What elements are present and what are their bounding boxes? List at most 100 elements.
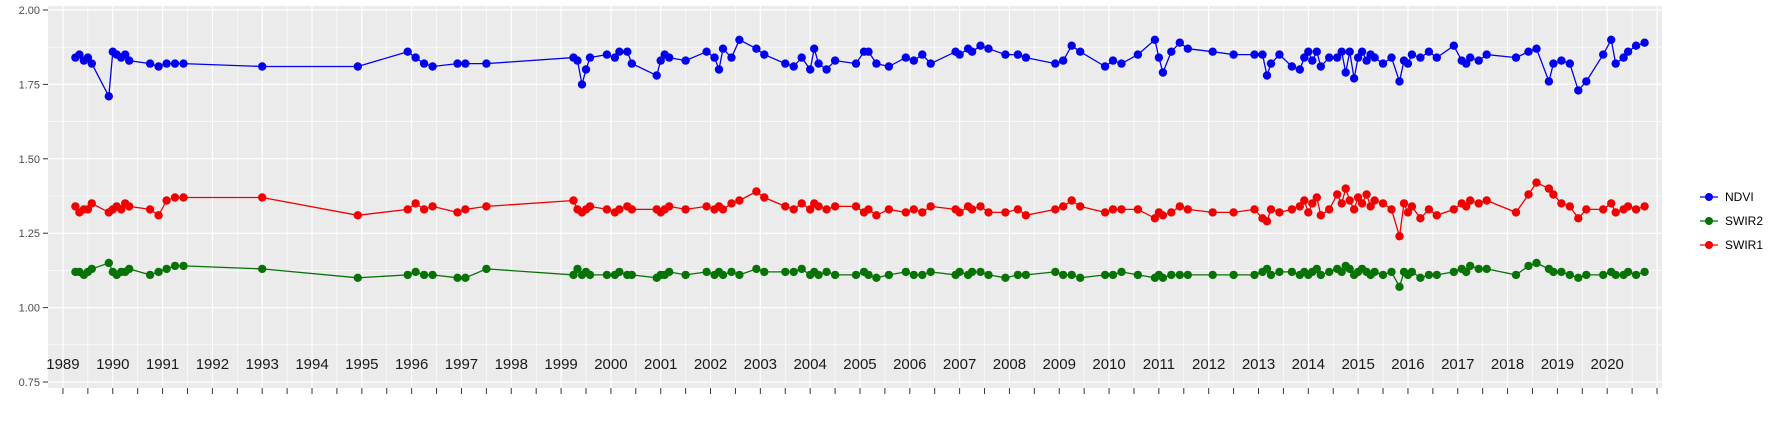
- data-point-swir1: [901, 208, 910, 217]
- data-point-swir2: [976, 267, 985, 277]
- data-point-swir1: [154, 211, 163, 220]
- data-point-ndvi: [1424, 47, 1434, 56]
- data-point-ndvi: [1370, 53, 1379, 62]
- data-point-swir2: [1337, 267, 1346, 277]
- data-point-ndvi: [1395, 77, 1404, 86]
- data-point-swir1: [1183, 205, 1193, 214]
- data-point-ndvi: [1295, 65, 1305, 74]
- data-point-swir1: [1565, 202, 1575, 211]
- data-point-ndvi: [760, 50, 769, 59]
- series-swir2: [71, 258, 1649, 291]
- data-point-swir1: [428, 202, 437, 211]
- data-point-swir2: [872, 273, 881, 282]
- data-point-swir2: [1208, 270, 1217, 280]
- data-point-swir1: [1462, 202, 1471, 211]
- data-point-swir2: [864, 270, 873, 280]
- data-point-swir1: [615, 205, 624, 214]
- data-point-swir1: [727, 199, 736, 208]
- data-point-ndvi: [810, 44, 819, 53]
- data-point-swir2: [1275, 267, 1284, 277]
- data-point-swir1: [702, 202, 711, 211]
- data-point-ndvi: [121, 50, 130, 59]
- data-point-swir1: [1631, 205, 1641, 214]
- data-point-ndvi: [1611, 59, 1620, 68]
- data-point-swir2: [453, 273, 462, 282]
- data-point-swir2: [814, 270, 823, 280]
- data-point-swir2: [1108, 270, 1118, 280]
- data-point-ndvi: [822, 65, 831, 74]
- data-point-ndvi: [1325, 53, 1334, 62]
- data-point-swir2: [461, 273, 470, 282]
- data-point-ndvi: [1549, 59, 1558, 68]
- data-point-swir1: [665, 202, 674, 211]
- data-point-ndvi: [453, 59, 462, 68]
- legend-label-swir1: SWIR1: [1724, 238, 1763, 252]
- data-point-swir1: [1357, 199, 1367, 208]
- data-point-swir2: [145, 270, 155, 280]
- data-point-swir1: [419, 205, 429, 214]
- data-point-swir1: [984, 208, 993, 217]
- data-point-swir1: [1150, 214, 1160, 223]
- data-point-swir2: [1574, 273, 1583, 282]
- data-point-swir2: [1524, 261, 1533, 271]
- data-point-ndvi: [1544, 77, 1554, 86]
- data-point-ndvi: [1229, 50, 1238, 59]
- data-point-swir2: [403, 270, 412, 280]
- data-point-ndvi: [714, 65, 724, 74]
- data-point-swir2: [1076, 273, 1085, 282]
- x-tick-label: 2011: [1143, 356, 1175, 373]
- data-point-swir1: [1524, 190, 1533, 199]
- data-point-swir1: [1208, 208, 1217, 217]
- x-axis-ticks: [62, 388, 1658, 394]
- data-point-ndvi: [1432, 53, 1442, 62]
- x-tick-label: 2020: [1591, 356, 1624, 373]
- data-point-ndvi: [814, 59, 823, 68]
- data-point-swir1: [1424, 205, 1434, 214]
- data-point-swir2: [1449, 267, 1459, 277]
- data-point-ndvi: [1001, 50, 1010, 59]
- data-point-ndvi: [87, 59, 97, 68]
- data-point-ndvi: [1353, 53, 1363, 62]
- data-point-swir2: [179, 261, 188, 271]
- x-tick-label: 1990: [96, 356, 129, 373]
- data-point-ndvi: [1574, 86, 1583, 95]
- data-point-swir1: [681, 205, 690, 214]
- data-point-swir2: [1021, 270, 1031, 280]
- data-point-swir2: [1266, 270, 1276, 280]
- data-point-swir2: [1262, 264, 1272, 274]
- data-point-ndvi: [781, 59, 790, 68]
- data-point-ndvi: [976, 41, 985, 50]
- data-point-ndvi: [1208, 47, 1217, 56]
- data-point-ndvi: [926, 59, 935, 68]
- data-point-ndvi: [1158, 68, 1168, 77]
- data-point-swir2: [1059, 270, 1068, 280]
- minor-gridlines: [48, 6, 1662, 388]
- data-point-swir2: [1250, 270, 1259, 280]
- data-point-swir2: [1316, 270, 1326, 280]
- legend-item-ndvi: NDVI: [1698, 189, 1763, 205]
- data-point-ndvi: [1619, 53, 1628, 62]
- data-point-swir1: [1623, 202, 1633, 211]
- x-tick-label: 1994: [295, 356, 328, 373]
- y-tick-label: 1.00: [19, 303, 40, 315]
- data-point-ndvi: [1175, 38, 1185, 47]
- data-point-ndvi: [1565, 59, 1575, 68]
- data-point-swir2: [1557, 267, 1566, 277]
- data-point-ndvi: [1100, 62, 1110, 71]
- data-point-ndvi: [884, 62, 894, 71]
- data-point-swir2: [1395, 282, 1404, 291]
- data-point-swir1: [1133, 205, 1143, 214]
- x-tick-label: 1997: [445, 356, 478, 373]
- x-tick-label: 1993: [246, 356, 279, 373]
- data-point-swir1: [1607, 199, 1616, 208]
- data-point-ndvi: [104, 92, 114, 101]
- data-point-swir1: [1287, 205, 1297, 214]
- data-point-swir2: [573, 264, 582, 274]
- x-tick-label: 2004: [793, 356, 826, 373]
- data-point-swir1: [83, 205, 93, 214]
- data-point-ndvi: [1416, 53, 1425, 62]
- data-point-swir1: [162, 196, 171, 205]
- data-point-swir2: [1325, 267, 1334, 277]
- data-point-ndvi: [1449, 41, 1459, 50]
- data-point-swir2: [428, 270, 437, 280]
